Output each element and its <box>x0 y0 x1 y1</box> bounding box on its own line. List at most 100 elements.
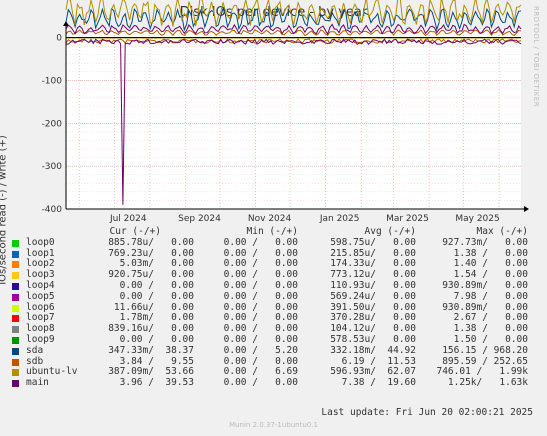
legend-min: 0.00 / 0.00 <box>223 290 298 302</box>
y-tick-label: -200 <box>42 119 63 129</box>
legend-avg: 6.19 / 11.53 <box>341 355 416 367</box>
legend-cur: 885.78u/ 0.00 <box>108 236 194 248</box>
legend-name: ubuntu-lv <box>26 366 78 378</box>
legend-cur: 0.00 / 0.00 <box>119 290 194 302</box>
legend-max: 1.54 / 0.00 <box>453 269 528 281</box>
legend-min: 0.00 / 0.00 <box>223 247 298 259</box>
legend-cur: 1.78m/ 0.00 <box>119 312 194 324</box>
legend-header: Cur (-/+) Min (-/+) Avg (-/+) Max (-/+) <box>0 226 547 238</box>
x-tick-label: Sep 2024 <box>178 214 221 224</box>
legend-avg: 174.33u/ 0.00 <box>330 258 416 270</box>
legend-cur: 839.16u/ 0.00 <box>108 323 194 335</box>
legend-min: 0.00 / 0.00 <box>223 258 298 270</box>
legend-header-avg: Avg (-/+) <box>364 226 416 237</box>
legend-cur: 0.00 / 0.00 <box>119 333 194 345</box>
legend-swatch <box>12 239 19 247</box>
legend: Cur (-/+) Min (-/+) Avg (-/+) Max (-/+) … <box>0 226 547 389</box>
legend-cur: 11.66u/ 0.00 <box>113 301 194 313</box>
legend-name: loop7 <box>26 312 55 324</box>
legend-max: 930.89m/ 0.00 <box>442 301 528 313</box>
legend-header-cur: Cur (-/+) <box>109 226 161 237</box>
legend-min: 0.00 / 0.00 <box>223 377 298 389</box>
legend-max: 156.15 / 968.20 <box>442 344 528 356</box>
legend-row: loop1 769.23u/ 0.00 0.00 / 0.00 215.85u/ 0.… <box>0 247 547 260</box>
legend-avg: 773.12u/ 0.00 <box>330 269 416 281</box>
legend-min: 0.00 / 0.00 <box>223 312 298 324</box>
legend-swatch <box>12 369 19 377</box>
y-tick-label: -100 <box>42 76 63 86</box>
legend-name: loop4 <box>26 279 55 291</box>
legend-swatch <box>12 272 19 280</box>
legend-row: loop8 839.16u/ 0.00 0.00 / 0.00 104.12u/ 0.… <box>0 323 547 335</box>
legend-min: 0.00 / 0.00 <box>223 269 298 281</box>
legend-max: 1.25k/ 1.63k <box>447 377 528 389</box>
legend-min: 0.00 / 0.00 <box>223 333 298 345</box>
legend-max: 927.73m/ 0.00 <box>442 236 528 248</box>
legend-avg: 598.75u/ 0.00 <box>330 236 416 248</box>
series-line-main-write <box>65 23 522 36</box>
legend-avg: 578.53u/ 0.00 <box>330 333 416 345</box>
legend-min: 0.00 / 5.20 <box>223 344 298 356</box>
legend-row: loop7 1.78m/ 0.00 0.00 / 0.00 370.28u/ 0.00… <box>0 313 547 324</box>
legend-name: loop2 <box>26 258 55 270</box>
legend-row: ubuntu-lv 387.09m/ 53.66 0.00 / 6.69 596.93… <box>0 367 547 378</box>
legend-swatch <box>12 282 19 290</box>
legend-max: 1.40 / 0.00 <box>453 258 528 270</box>
legend-avg: 7.38 / 19.60 <box>341 377 416 389</box>
legend-swatch <box>12 293 19 301</box>
series-line-ubuntu-lv-write <box>65 0 522 27</box>
legend-row: loop0 885.78u/ 0.00 0.00 / 0.00 598.75u/ 0.… <box>0 236 547 249</box>
legend-min: 0.00 / 0.00 <box>223 236 298 248</box>
series-line-main-read <box>66 38 522 205</box>
x-tick-label: May 2025 <box>455 214 499 224</box>
legend-row: loop2 5.03m/ 0.00 0.00 / 0.00 174.33u/ 0.00… <box>0 259 547 270</box>
legend-name: sda <box>26 344 44 356</box>
legend-name: main <box>26 377 49 389</box>
legend-max: 2.67 / 0.00 <box>453 312 528 324</box>
legend-avg: 596.93m/ 62.07 <box>330 366 416 378</box>
legend-min: 0.00 / 0.00 <box>223 279 298 291</box>
legend-avg: 104.12u/ 0.00 <box>330 323 416 335</box>
series-line-sdb-read <box>65 38 522 44</box>
legend-max: 746.01 / 1.99k <box>436 366 528 378</box>
x-tick-label: Jul 2024 <box>109 214 147 224</box>
legend-rows: loop0 885.78u/ 0.00 0.00 / 0.00 598.75u/ 0.… <box>0 236 547 389</box>
legend-avg: 215.85u/ 0.00 <box>330 247 416 259</box>
legend-cur: 5.03m/ 0.00 <box>119 258 194 270</box>
legend-avg: 110.93u/ 0.00 <box>330 279 416 291</box>
legend-swatch <box>12 358 19 366</box>
legend-max: 1.38 / 0.00 <box>453 247 528 259</box>
axes <box>63 21 529 212</box>
legend-swatch <box>12 304 19 312</box>
legend-name: loop1 <box>26 247 55 259</box>
x-tick-label: Nov 2024 <box>248 214 292 224</box>
legend-row: sdb 3.84 / 9.55 0.00 / 0.00 6.19 / 11.53 895… <box>0 355 547 368</box>
legend-swatch <box>12 261 19 269</box>
legend-cur: 920.75u/ 0.00 <box>108 269 194 281</box>
y-tick-label: 0 <box>56 34 62 44</box>
legend-avg: 332.18m/ 44.92 <box>330 344 416 356</box>
x-tick-label: Jan 2025 <box>319 214 360 224</box>
legend-cur: 347.33m/ 38.37 <box>108 344 194 356</box>
legend-name: loop0 <box>26 236 55 248</box>
y-tick-label: -300 <box>42 162 63 172</box>
legend-swatch <box>12 315 19 323</box>
legend-min: 0.00 / 0.00 <box>223 301 298 313</box>
legend-row: loop4 0.00 / 0.00 0.00 / 0.00 110.93u/ 0.00… <box>0 279 547 292</box>
footer: Munin 2.0.37-1ubuntu0.1 <box>229 421 318 429</box>
legend-row: main 3.96 / 39.53 0.00 / 0.00 7.38 / 19.60 1… <box>0 377 547 389</box>
legend-swatch <box>12 250 19 258</box>
legend-swatch <box>12 326 19 334</box>
legend-row: loop6 11.66u/ 0.00 0.00 / 0.00 391.50u/ 0.0… <box>0 301 547 314</box>
last-update: Last update: Fri Jun 20 02:00:21 2025 <box>321 407 533 418</box>
legend-name: loop3 <box>26 269 55 281</box>
legend-cur: 769.23u/ 0.00 <box>108 247 194 259</box>
chart-svg: 0 -100 -200 -300 -400 Jul 2024 Sep 2024 Nov 20… <box>42 0 529 224</box>
legend-max: 895.59 / 252.65 <box>442 355 528 367</box>
x-axis-arrow <box>524 206 529 212</box>
legend-name: loop6 <box>26 301 55 313</box>
legend-row: sda 347.33m/ 38.37 0.00 / 5.20 332.18m/ 44.… <box>0 344 547 357</box>
legend-min: 0.00 / 0.00 <box>223 323 298 335</box>
legend-name: loop8 <box>26 323 55 335</box>
legend-swatch <box>12 347 19 355</box>
